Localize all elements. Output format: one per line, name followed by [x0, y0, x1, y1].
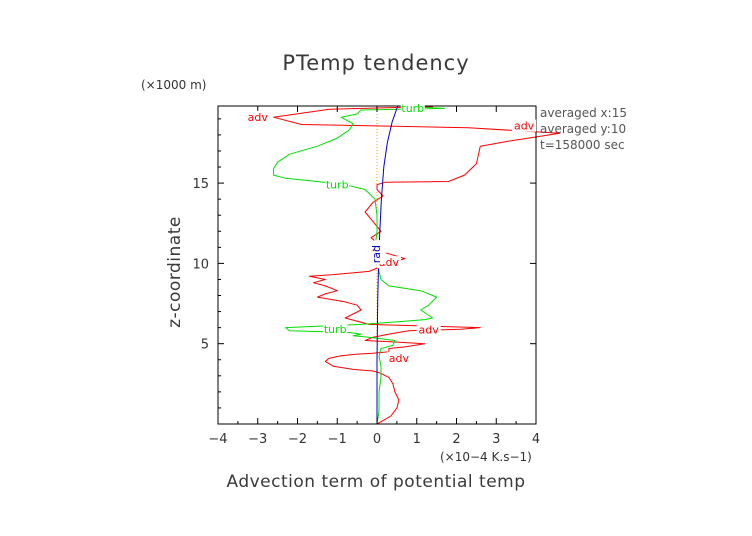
series-line-turb	[273, 105, 446, 425]
note-averaged-x: averaged x:15	[540, 106, 627, 120]
x-tick-label: −3	[248, 432, 267, 447]
curve-label-bg-adv-3	[512, 119, 537, 132]
curve-label-bg-turb-0	[325, 178, 350, 191]
curve-label-turb-2: turb	[401, 102, 424, 115]
y-tick-label: 10	[192, 257, 209, 272]
curve-label-adv-2: adv	[419, 324, 440, 337]
y-axis-label: z-coordinate	[165, 216, 185, 328]
y-tick-label: 5	[201, 338, 209, 353]
x-tick-label: 3	[492, 432, 500, 447]
series-line-adv	[273, 105, 561, 425]
x-axis-label: Advection term of potential temp	[226, 472, 525, 492]
chart-title: PTemp tendency	[282, 51, 469, 75]
x-tick-label: −4	[208, 432, 227, 447]
curve-label-bg-adv-2	[416, 323, 441, 336]
curve-label-bg-turb-1	[323, 322, 348, 335]
series-line-rad	[376, 105, 399, 424]
x-tick-label: 0	[373, 432, 381, 447]
series-group	[273, 105, 561, 425]
y-axis-unit: (×1000 m)	[141, 78, 206, 92]
x-tick-label: 4	[532, 432, 540, 447]
curve-label-adv-3: adv	[514, 120, 535, 133]
x-tick-label: 1	[413, 432, 421, 447]
curve-label-bg-adv-0	[386, 351, 411, 364]
curve-label-turb-0: turb	[326, 178, 349, 191]
y-tick-label: 15	[192, 177, 209, 192]
curve-label-adv-4: adv	[248, 111, 269, 124]
curve-label-bg-turb-2	[400, 102, 425, 115]
curve-label-bg-rad-0	[374, 240, 387, 265]
curve-label-adv-0: adv	[389, 352, 410, 365]
x-tick-label: 2	[452, 432, 460, 447]
note-time: t=158000 sec	[540, 138, 625, 152]
x-tick-label: −2	[288, 432, 307, 447]
y-axis-ticks: 5 10 15	[192, 118, 536, 409]
curve-label-bg-adv-4	[245, 110, 270, 123]
x-tick-label: −1	[328, 432, 347, 447]
curve-label-rad-0: rad	[370, 245, 383, 263]
x-axis-unit: (×10−4 K.s−1)	[440, 450, 532, 464]
curve-label-turb-1: turb	[324, 323, 347, 336]
note-averaged-y: averaged y:10	[540, 122, 626, 136]
